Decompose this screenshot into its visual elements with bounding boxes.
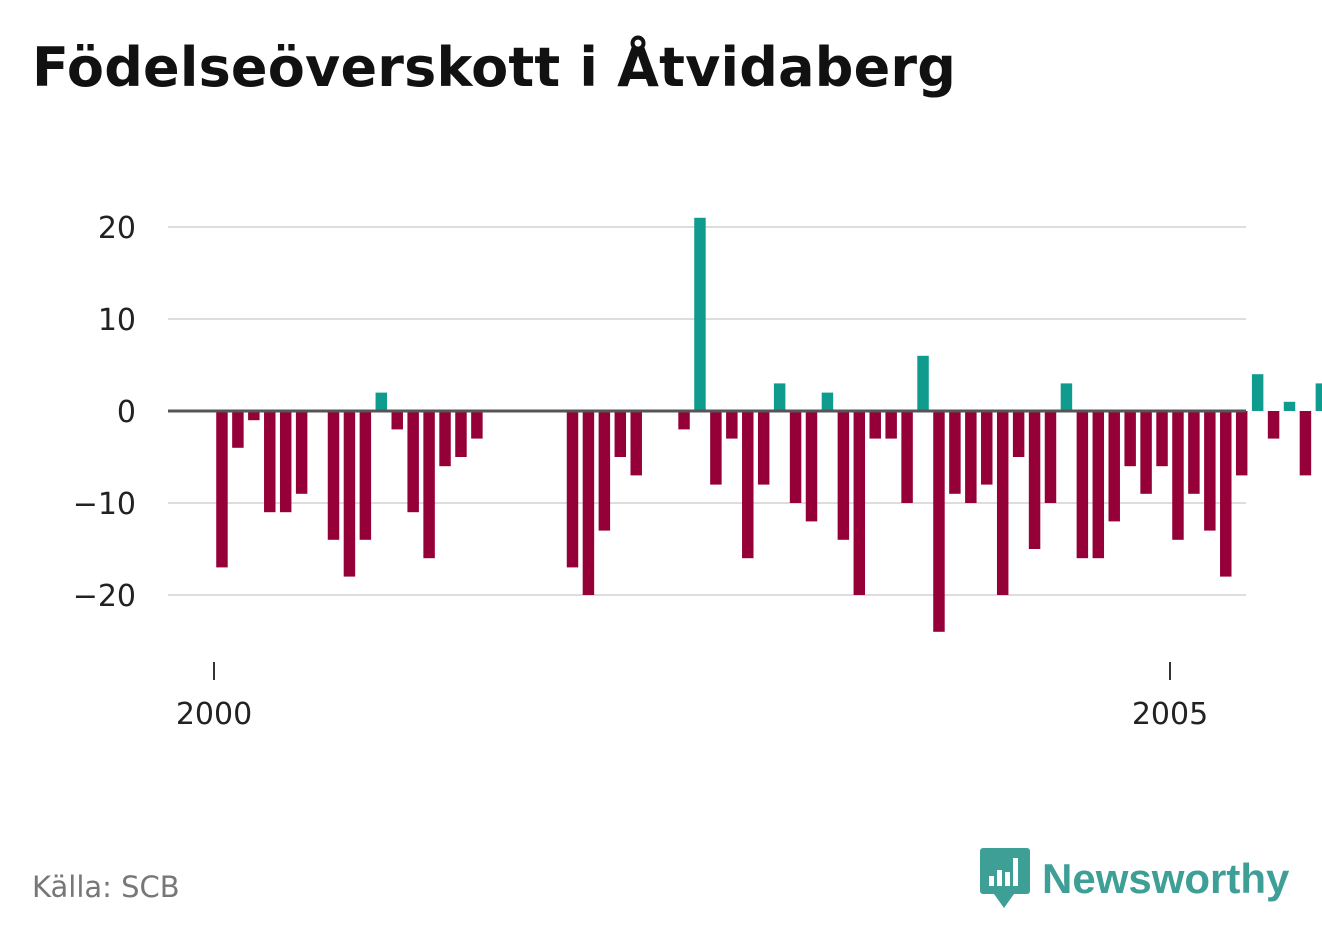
bar: [471, 411, 483, 439]
bar: [1140, 411, 1152, 494]
bar: [1060, 383, 1073, 411]
bar: [694, 217, 706, 411]
bar: [614, 411, 627, 457]
bar: [232, 411, 244, 448]
bar: [1012, 411, 1025, 457]
bar: [885, 411, 897, 439]
bar: [678, 411, 690, 430]
bar: [566, 411, 579, 568]
bar: [1188, 411, 1200, 494]
bar: [1156, 411, 1168, 467]
bar: [742, 411, 754, 559]
bar: [327, 411, 340, 540]
bar: [965, 411, 977, 503]
bar: [789, 411, 802, 503]
bar: [343, 411, 356, 577]
bar: [248, 411, 260, 421]
y-tick-label: −10: [73, 487, 136, 522]
x-axis-ticks: 200020052010201520202025: [176, 662, 1208, 732]
x-tick-label: 2000: [176, 697, 252, 732]
bar: [821, 392, 834, 411]
y-tick-label: 10: [98, 303, 136, 338]
bar: [949, 411, 961, 494]
bar: [710, 411, 722, 485]
bar: [933, 411, 945, 632]
bar: [901, 411, 913, 503]
bar: [996, 411, 1009, 595]
bar: [455, 411, 467, 457]
bar: [439, 411, 451, 467]
x-tick-label: 2005: [1132, 697, 1208, 732]
bar: [773, 383, 786, 411]
bar: [981, 411, 993, 485]
bar: [1108, 411, 1120, 522]
bar: [295, 411, 308, 494]
y-tick-label: 20: [98, 211, 136, 246]
bar: [1092, 411, 1105, 559]
bar: [1044, 411, 1057, 503]
bar: [407, 411, 419, 513]
bar: [1235, 411, 1248, 476]
bar: [1315, 383, 1322, 411]
bar: [837, 411, 850, 540]
y-axis-labels: 20 10 0 −10 −20: [73, 211, 136, 614]
bar: [1299, 411, 1312, 476]
bar: [805, 411, 818, 522]
bar: [757, 411, 770, 485]
chart-title: Födelseöverskott i Åtvidaberg: [32, 36, 957, 99]
bar: [869, 411, 881, 439]
bar: [375, 392, 388, 411]
bar: [264, 411, 276, 513]
bar: [359, 411, 372, 540]
bar: [1204, 411, 1216, 531]
bar: [216, 411, 228, 568]
bar: [582, 411, 595, 595]
bar: [1283, 401, 1296, 411]
bar: [598, 411, 611, 531]
brand-logo: Newsworthy: [980, 848, 1289, 910]
bar: [726, 411, 738, 439]
bar: [391, 411, 403, 430]
bar: [1124, 411, 1136, 467]
bar: [1220, 411, 1232, 577]
y-tick-label: 0: [117, 395, 136, 430]
bar: [1251, 374, 1264, 411]
brand-name: Newsworthy: [1042, 855, 1290, 902]
bar: [423, 411, 435, 559]
bar: [279, 411, 292, 513]
newsworthy-logo-icon: [980, 848, 1030, 908]
bar: [1076, 411, 1089, 559]
bar: [1267, 411, 1280, 439]
bar: [630, 411, 642, 476]
source-note: Källa: SCB: [32, 870, 180, 904]
y-tick-label: −20: [73, 579, 136, 614]
bars: [216, 217, 1322, 632]
bar: [1028, 411, 1041, 549]
bar: [1172, 411, 1184, 540]
bar: [917, 355, 929, 411]
bar: [853, 411, 866, 595]
